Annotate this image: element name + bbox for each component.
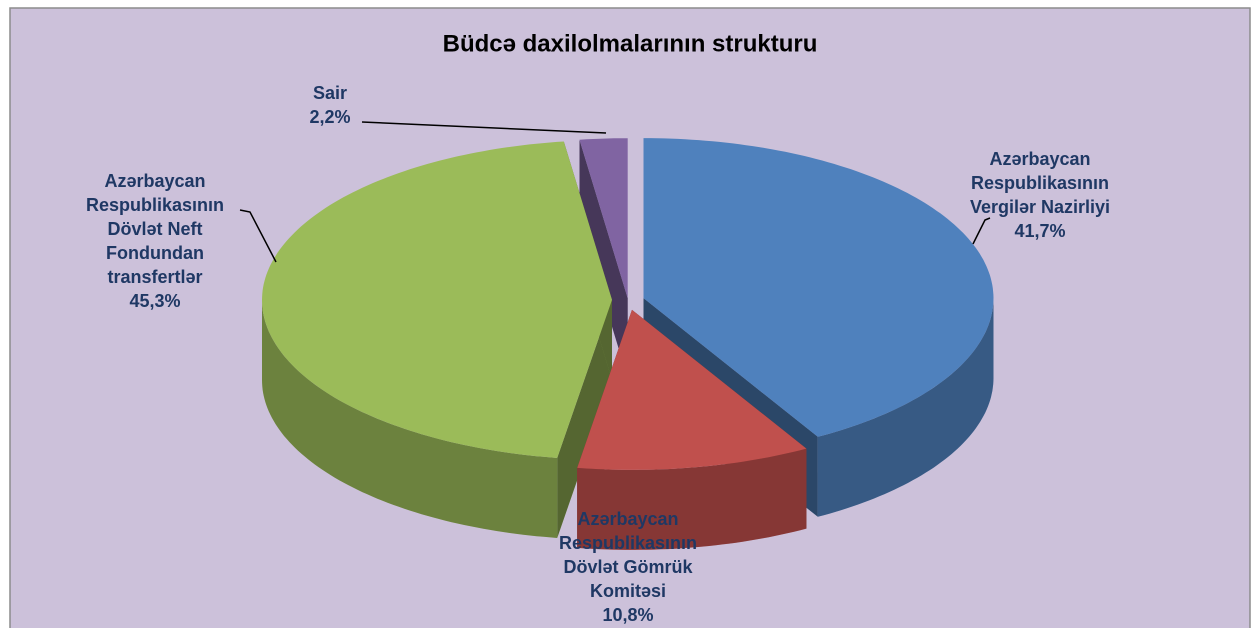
slice-side-shade [579,139,628,379]
category-label: Fondundan [106,243,204,263]
slice-side-shade [577,448,807,550]
category-label: Respublikasının [971,173,1109,193]
category-label: Azərbaycan [104,171,205,191]
slice-group [577,309,807,550]
slice [262,141,612,458]
leader-line [972,217,991,245]
slice-group [579,138,628,379]
category-label: Sair [313,83,347,103]
slice [577,309,807,470]
leader-line [361,121,607,134]
slice-side [557,299,612,538]
value-label: 2,2% [309,107,350,127]
category-label: Respublikasının [86,195,224,215]
slice [643,138,994,437]
slice-side [817,298,994,517]
category-label: Respublikasının [559,533,697,553]
value-label: 45,3% [129,291,180,311]
category-label: transfertlər [107,267,202,287]
leader-line [239,209,277,263]
category-label: Vergilər Nazirliyi [970,197,1110,217]
category-label: Dövlət Neft [107,219,202,239]
category-label: Azərbaycan [577,509,678,529]
slice [579,138,628,299]
category-label: Dövlət Gömrük [563,557,693,577]
slice-group [262,141,612,538]
slice-side [262,299,558,538]
category-label: Komitəsi [590,581,666,601]
slice-side-shade [557,299,612,538]
slice-side-shade [262,299,558,538]
chart-title: Büdcə daxilolmalarının strukturu [443,30,818,57]
value-label: 41,7% [1014,221,1065,241]
slice-side-shade [817,298,994,517]
category-label: Azərbaycan [989,149,1090,169]
value-label: 10,8% [602,605,653,625]
slice-side [577,448,807,550]
slice-side [579,139,628,379]
